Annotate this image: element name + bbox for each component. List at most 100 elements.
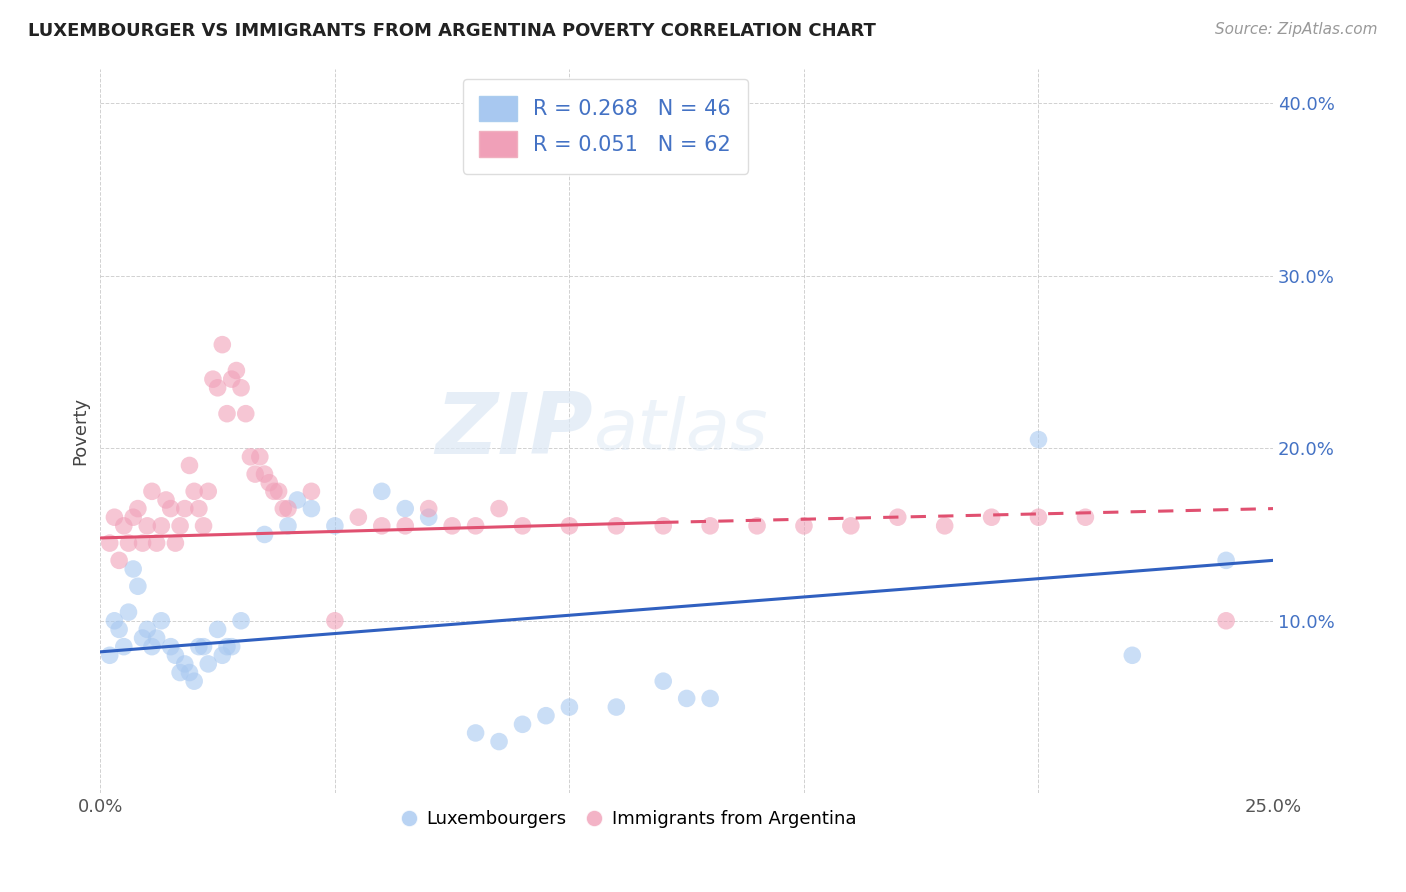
Text: ZIP: ZIP bbox=[436, 390, 593, 473]
Point bbox=[112, 640, 135, 654]
Point bbox=[122, 510, 145, 524]
Point bbox=[301, 484, 323, 499]
Point bbox=[98, 648, 121, 663]
Point bbox=[155, 492, 177, 507]
Point bbox=[150, 614, 173, 628]
Point bbox=[145, 631, 167, 645]
Point bbox=[263, 484, 285, 499]
Point bbox=[1215, 553, 1237, 567]
Point bbox=[488, 734, 510, 748]
Point bbox=[179, 458, 201, 473]
Point bbox=[131, 536, 153, 550]
Point bbox=[652, 519, 675, 533]
Point bbox=[211, 648, 233, 663]
Point bbox=[169, 665, 191, 680]
Point bbox=[512, 717, 534, 731]
Point bbox=[136, 623, 159, 637]
Point bbox=[239, 450, 262, 464]
Point bbox=[117, 536, 139, 550]
Point bbox=[394, 519, 416, 533]
Point bbox=[1028, 433, 1050, 447]
Point bbox=[934, 519, 956, 533]
Point bbox=[235, 407, 257, 421]
Point bbox=[675, 691, 697, 706]
Point bbox=[980, 510, 1002, 524]
Point bbox=[418, 510, 440, 524]
Point bbox=[277, 501, 299, 516]
Point bbox=[207, 623, 229, 637]
Point bbox=[150, 519, 173, 533]
Point bbox=[127, 501, 149, 516]
Point bbox=[464, 519, 486, 533]
Point bbox=[221, 372, 243, 386]
Point bbox=[183, 674, 205, 689]
Point bbox=[271, 501, 294, 516]
Point bbox=[793, 519, 815, 533]
Point bbox=[534, 708, 557, 723]
Point bbox=[127, 579, 149, 593]
Point bbox=[215, 640, 238, 654]
Point bbox=[159, 640, 181, 654]
Point bbox=[277, 519, 299, 533]
Point bbox=[249, 450, 271, 464]
Point bbox=[183, 484, 205, 499]
Point bbox=[652, 674, 675, 689]
Point bbox=[159, 501, 181, 516]
Point bbox=[103, 614, 125, 628]
Point bbox=[512, 519, 534, 533]
Point bbox=[371, 484, 394, 499]
Point bbox=[464, 726, 486, 740]
Legend: Luxembourgers, Immigrants from Argentina: Luxembourgers, Immigrants from Argentina bbox=[392, 803, 863, 835]
Point bbox=[558, 519, 581, 533]
Point bbox=[197, 484, 219, 499]
Point bbox=[699, 691, 721, 706]
Point bbox=[179, 665, 201, 680]
Point bbox=[131, 631, 153, 645]
Point bbox=[221, 640, 243, 654]
Point bbox=[267, 484, 290, 499]
Point bbox=[108, 623, 131, 637]
Point bbox=[165, 648, 187, 663]
Point bbox=[488, 501, 510, 516]
Point bbox=[371, 519, 394, 533]
Point bbox=[141, 484, 163, 499]
Point bbox=[253, 467, 276, 481]
Point bbox=[193, 519, 215, 533]
Point bbox=[165, 536, 187, 550]
Point bbox=[285, 492, 308, 507]
Point bbox=[211, 337, 233, 351]
Point bbox=[605, 700, 627, 714]
Text: LUXEMBOURGER VS IMMIGRANTS FROM ARGENTINA POVERTY CORRELATION CHART: LUXEMBOURGER VS IMMIGRANTS FROM ARGENTIN… bbox=[28, 22, 876, 40]
Point bbox=[243, 467, 266, 481]
Point bbox=[187, 640, 209, 654]
Point bbox=[103, 510, 125, 524]
Point bbox=[141, 640, 163, 654]
Point bbox=[229, 381, 252, 395]
Point bbox=[112, 519, 135, 533]
Point bbox=[301, 501, 323, 516]
Y-axis label: Poverty: Poverty bbox=[72, 397, 89, 465]
Point bbox=[887, 510, 910, 524]
Point bbox=[136, 519, 159, 533]
Point bbox=[229, 614, 252, 628]
Point bbox=[1028, 510, 1050, 524]
Point bbox=[98, 536, 121, 550]
Point bbox=[839, 519, 862, 533]
Point bbox=[145, 536, 167, 550]
Point bbox=[187, 501, 209, 516]
Point bbox=[173, 657, 195, 671]
Point bbox=[699, 519, 721, 533]
Point bbox=[253, 527, 276, 541]
Point bbox=[418, 501, 440, 516]
Point bbox=[745, 519, 768, 533]
Point bbox=[169, 519, 191, 533]
Point bbox=[201, 372, 224, 386]
Point bbox=[257, 475, 280, 490]
Point bbox=[197, 657, 219, 671]
Point bbox=[1215, 614, 1237, 628]
Text: Source: ZipAtlas.com: Source: ZipAtlas.com bbox=[1215, 22, 1378, 37]
Point bbox=[122, 562, 145, 576]
Point bbox=[394, 501, 416, 516]
Point bbox=[117, 605, 139, 619]
Point bbox=[1074, 510, 1097, 524]
